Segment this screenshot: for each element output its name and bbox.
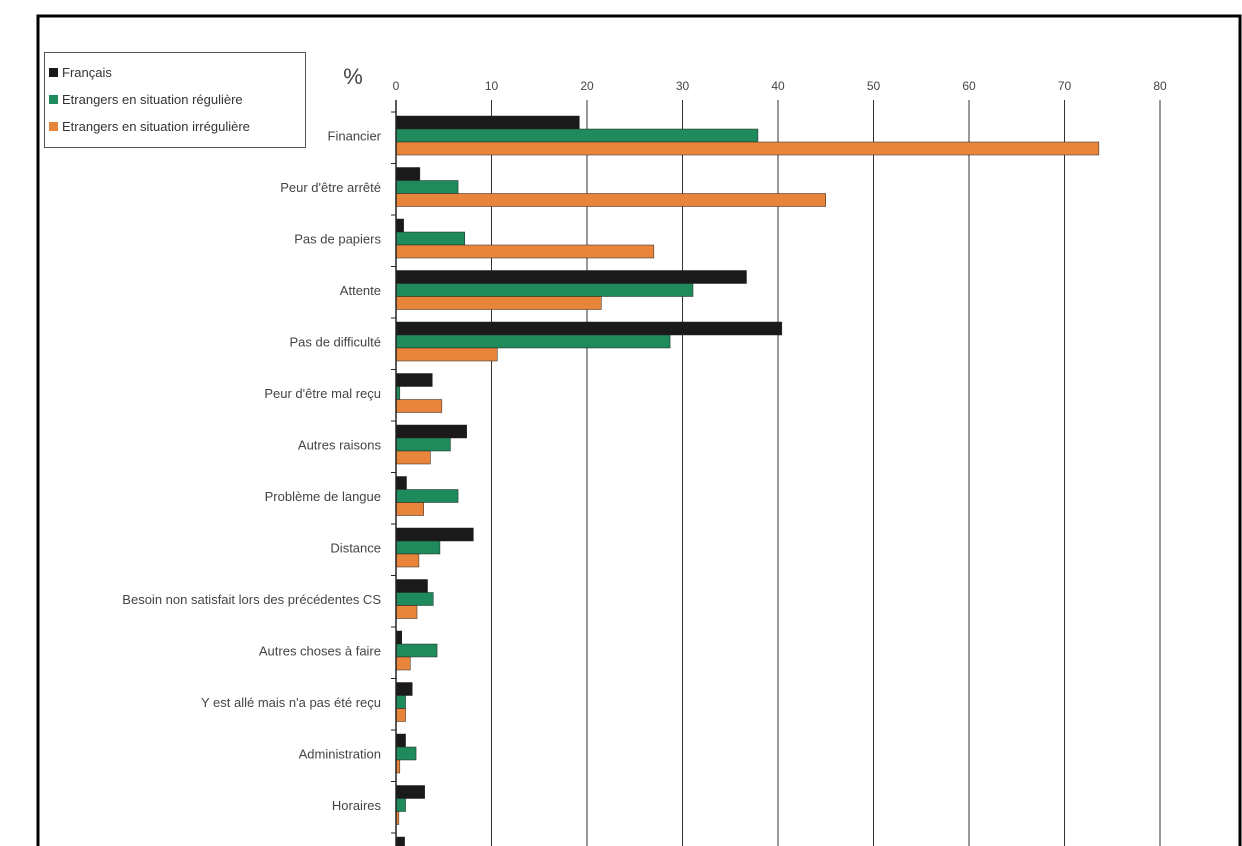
y-axis: [391, 100, 397, 846]
chart-border: [36, 14, 1242, 846]
x-tick-label: 40: [771, 79, 785, 93]
gridlines: [491, 100, 1161, 846]
bar-4-0: [395, 321, 783, 336]
bar-9-1: [395, 592, 434, 606]
legend-swatch-francais: [49, 68, 58, 77]
bar-6-0: [395, 424, 467, 439]
bar-3-2: [395, 296, 602, 310]
legend-label-etrangers-irreguliere: Etrangers en situation irrégulière: [62, 119, 250, 134]
bar-12-1: [395, 746, 417, 761]
bars: [395, 115, 1100, 846]
bar-8-0: [395, 527, 474, 542]
bar-1-0: [395, 167, 421, 181]
category-label: Financier: [328, 129, 382, 144]
bar-0-0: [395, 115, 580, 130]
category-label: Administration: [299, 747, 381, 762]
x-tick-label: 0: [393, 79, 400, 93]
category-label: Autres choses à faire: [259, 644, 381, 659]
legend-item-etrangers-irreguliere: Etrangers en situation irrégulière: [49, 113, 305, 140]
category-label: Problème de langue: [265, 489, 381, 504]
unit-label: %: [343, 64, 363, 89]
category-label: Peur d'être mal reçu: [264, 386, 381, 401]
x-tick-label: 60: [962, 79, 976, 93]
bar-7-2: [395, 502, 424, 516]
category-label: Attente: [340, 283, 381, 298]
x-tick-label: 80: [1153, 79, 1167, 93]
bar-13-0: [395, 785, 425, 799]
bar-11-0: [395, 682, 413, 696]
bar-6-1: [395, 437, 451, 452]
bar-2-0: [395, 218, 404, 233]
legend-swatch-etrangers-reguliere: [49, 95, 58, 104]
x-tick-label: 50: [867, 79, 881, 93]
bar-9-0: [395, 579, 428, 593]
bar-7-1: [395, 489, 459, 503]
legend-label-etrangers-reguliere: Etrangers en situation régulière: [62, 92, 243, 107]
x-axis-ticks: 0 10 20 30 40 50 60 70 80: [393, 79, 1167, 93]
category-label: Peur d'être arrêté: [280, 180, 381, 195]
x-tick-label: 70: [1058, 79, 1072, 93]
bar-10-2: [395, 656, 411, 671]
bar-4-2: [395, 347, 498, 362]
bar-11-1: [395, 695, 406, 709]
bar-1-2: [395, 193, 826, 207]
category-label: Distance: [330, 541, 381, 556]
category-label: Besoin non satisfait lors des précédente…: [122, 592, 381, 607]
x-tick-label: 10: [485, 79, 499, 93]
bar-3-0: [395, 270, 747, 284]
bar-10-1: [395, 643, 438, 658]
bar-0-1: [395, 128, 759, 143]
bar-0-2: [395, 141, 1100, 156]
bar-2-2: [395, 244, 655, 259]
category-labels: Financier Peur d'être arrêté Pas de papier…: [122, 129, 382, 814]
legend-item-francais: Français: [49, 59, 305, 86]
bar-11-2: [395, 708, 406, 722]
legend-item-etrangers-reguliere: Etrangers en situation régulière: [49, 86, 305, 113]
bar-13-1: [395, 798, 406, 812]
bar-12-0: [395, 733, 406, 748]
bar-10-0: [395, 630, 402, 645]
bar-3-1: [395, 283, 694, 297]
bar-6-2: [395, 450, 431, 465]
category-label: Autres raisons: [298, 438, 382, 453]
legend-label-francais: Français: [62, 65, 112, 80]
x-tick-label: 20: [580, 79, 594, 93]
bar-4-1: [395, 334, 671, 349]
bar-2-1: [395, 231, 466, 246]
category-label: Horaires: [332, 798, 382, 813]
legend-swatch-etrangers-irreguliere: [49, 122, 58, 131]
bar-5-2: [395, 399, 443, 413]
legend: Français Etrangers en situation régulièr…: [44, 52, 306, 148]
category-label: Pas de papiers: [294, 232, 381, 247]
x-tick-label: 30: [676, 79, 690, 93]
bar-9-2: [395, 605, 418, 619]
category-label: Y est allé mais n'a pas été reçu: [201, 695, 381, 710]
bar-1-1: [395, 180, 459, 194]
bar-8-1: [395, 540, 441, 555]
bar-7-0: [395, 476, 407, 490]
bar-5-0: [395, 373, 433, 387]
bar-14-0: [395, 836, 405, 846]
bar-8-2: [395, 553, 420, 568]
category-label: Pas de difficulté: [289, 335, 381, 350]
